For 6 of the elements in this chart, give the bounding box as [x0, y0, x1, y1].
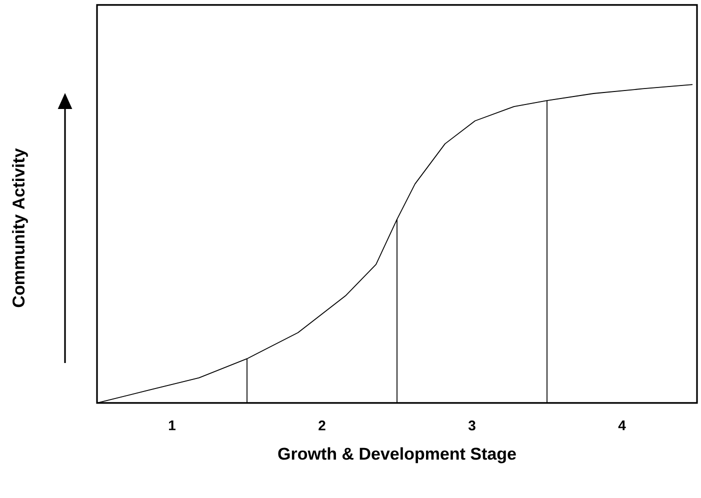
x-tick-label: 4 [618, 420, 626, 430]
x-tick-label: 3 [468, 420, 476, 430]
x-axis-title: Growth & Development Stage [278, 447, 516, 464]
x-tick-label: 1 [168, 420, 176, 430]
x-tick-label: 2 [318, 420, 326, 430]
y-axis-title: Community Activity [12, 148, 28, 308]
